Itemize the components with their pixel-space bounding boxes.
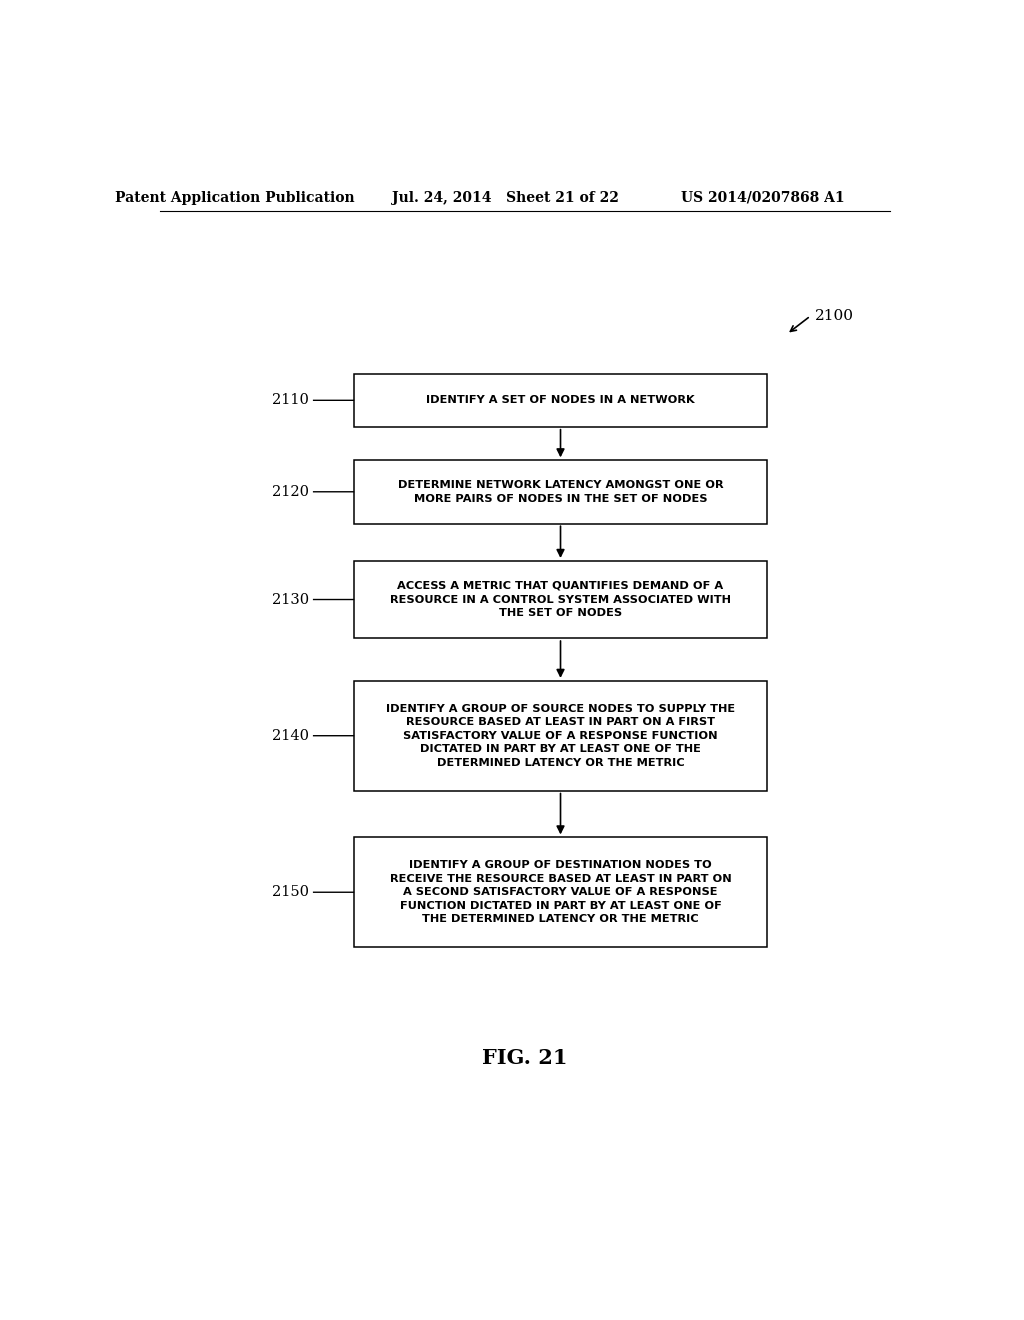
Text: US 2014/0207868 A1: US 2014/0207868 A1	[681, 190, 845, 205]
Bar	[354, 837, 767, 948]
Text: 2150: 2150	[272, 886, 309, 899]
Bar	[354, 374, 767, 426]
Text: Jul. 24, 2014   Sheet 21 of 22: Jul. 24, 2014 Sheet 21 of 22	[391, 190, 618, 205]
Text: 2120: 2120	[272, 484, 309, 499]
Text: Patent Application Publication: Patent Application Publication	[116, 190, 355, 205]
Text: 2110: 2110	[272, 393, 309, 408]
Text: 2100: 2100	[814, 309, 853, 323]
Bar	[354, 681, 767, 791]
Text: FIG. 21: FIG. 21	[482, 1048, 567, 1068]
Text: 2130: 2130	[271, 593, 309, 606]
Text: 2140: 2140	[272, 729, 309, 743]
Bar	[354, 459, 767, 524]
Text: ACCESS A METRIC THAT QUANTIFIES DEMAND OF A
RESOURCE IN A CONTROL SYSTEM ASSOCIA: ACCESS A METRIC THAT QUANTIFIES DEMAND O…	[390, 581, 731, 618]
Bar	[354, 561, 767, 638]
Text: DETERMINE NETWORK LATENCY AMONGST ONE OR
MORE PAIRS OF NODES IN THE SET OF NODES: DETERMINE NETWORK LATENCY AMONGST ONE OR…	[397, 480, 723, 503]
Text: IDENTIFY A GROUP OF SOURCE NODES TO SUPPLY THE
RESOURCE BASED AT LEAST IN PART O: IDENTIFY A GROUP OF SOURCE NODES TO SUPP…	[386, 704, 735, 768]
Text: IDENTIFY A SET OF NODES IN A NETWORK: IDENTIFY A SET OF NODES IN A NETWORK	[426, 395, 695, 405]
Text: IDENTIFY A GROUP OF DESTINATION NODES TO
RECEIVE THE RESOURCE BASED AT LEAST IN : IDENTIFY A GROUP OF DESTINATION NODES TO…	[390, 861, 731, 924]
